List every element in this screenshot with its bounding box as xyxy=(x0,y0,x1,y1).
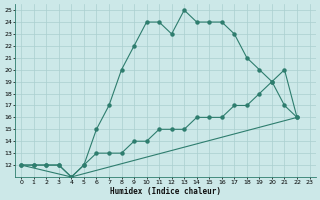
X-axis label: Humidex (Indice chaleur): Humidex (Indice chaleur) xyxy=(110,187,221,196)
